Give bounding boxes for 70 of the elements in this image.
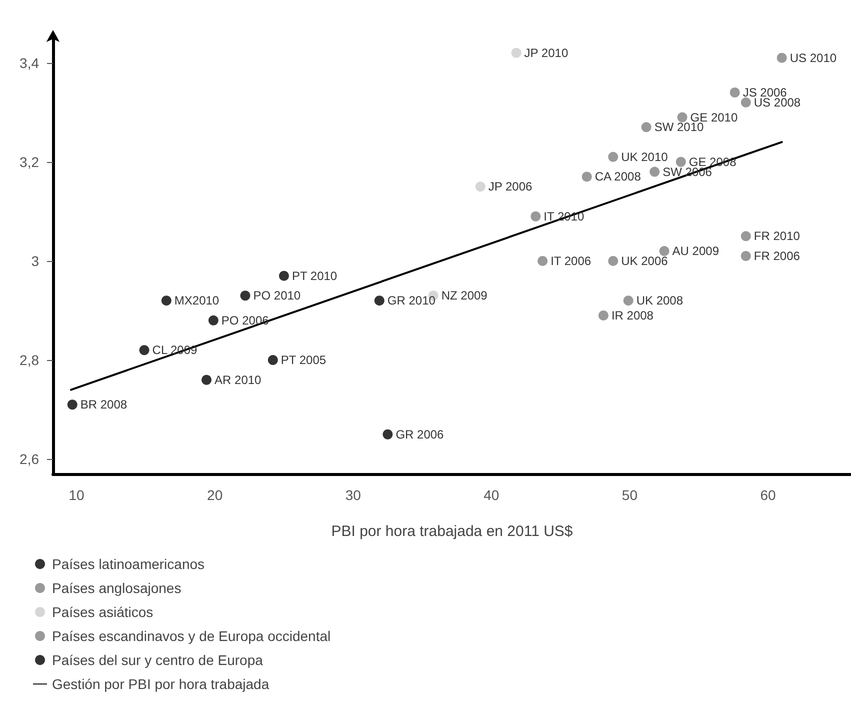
x-tick-label: 30 [345,487,362,503]
annotation: FR 2010 [754,229,800,244]
y-tick-label: 3,4 [20,54,40,71]
point [598,310,608,320]
x-tick-label: 50 [622,487,638,503]
annotation: GR 2010 [387,294,436,308]
legend-label: Países del sur y centro de Europa [52,652,264,668]
point [374,296,384,306]
x-tick-label: 10 [68,487,85,503]
point [268,355,278,366]
annotation: BR 2008 [80,398,128,412]
point [161,296,172,306]
annotation: PO 2010 [253,288,301,303]
point [582,172,592,182]
x-tick-label: 20 [207,487,223,503]
point [676,156,686,167]
point [202,374,212,385]
point [740,251,751,261]
point [608,152,618,162]
point [740,97,751,108]
x-tick-label: 60 [760,487,776,503]
y-tick-label: 3,2 [20,154,40,170]
annotation: FR 2006 [754,249,800,263]
legend-label: Países asiáticos [52,604,154,620]
annotation: UK 2006 [621,254,668,268]
annotation: AU 2009 [672,244,720,258]
annotation: SW 2010 [654,120,704,134]
legend-label: Países anglosajones [52,580,182,596]
annotation: PT 2005 [280,353,326,368]
annotation: GR 2006 [396,427,444,442]
annotation: AR 2010 [214,372,262,387]
annotation: JP 2006 [488,180,532,194]
point [608,256,618,266]
point [641,122,652,132]
point [475,182,486,192]
annotation: MX2010 [174,294,220,308]
point [530,211,541,222]
point [677,112,688,122]
annotation: IT 2006 [550,254,592,268]
annotation: PT 2010 [292,268,338,283]
legend-label: Países escandinavos y de Europa occidental [52,628,331,644]
point [139,345,150,356]
point [511,48,522,58]
annotation: UK 2008 [636,294,684,308]
x-axis-title: PBI por hora trabajada en 2011 US$ [331,523,574,540]
annotation: IR 2008 [611,308,654,322]
point [382,429,393,440]
annotation: JP 2010 [524,46,568,60]
legend-label: Países latinoamericanos [52,556,205,572]
point [278,270,289,281]
point [740,231,751,242]
annotation: CA 2008 [594,170,642,184]
y-tick-label: 2,8 [20,352,40,368]
annotation: PO 2006 [221,313,270,328]
y-tick-label: 3 [31,252,40,269]
annotation: UK 2010 [621,150,668,164]
point [659,246,670,256]
point [67,400,78,410]
point [240,290,250,301]
point [538,256,548,266]
point [776,52,787,63]
annotation: US 2010 [790,50,837,65]
point [208,315,218,326]
point [730,88,740,98]
point [623,296,634,306]
point [650,166,660,177]
y-tick-label: 2,6 [20,451,40,468]
annotation: NZ 2009 [441,288,488,303]
x-tick-label: 40 [484,487,500,503]
legend-label: Gestión por PBI por hora trabajada [52,676,270,692]
